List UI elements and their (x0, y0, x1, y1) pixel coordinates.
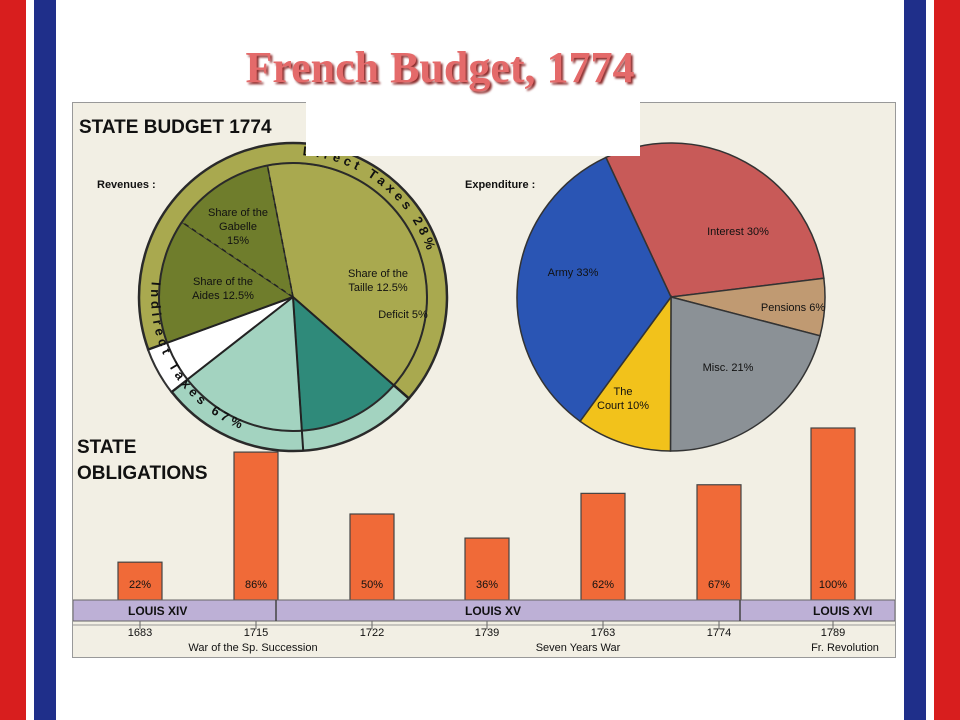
obligation-value-label: 50% (361, 579, 383, 591)
revenue-divider (181, 221, 294, 298)
revenue-inner-ring (158, 162, 428, 432)
revenue-divider (292, 296, 305, 451)
obligation-value-label: 67% (708, 579, 730, 591)
expenditure-slice-label: The Court 10% (597, 386, 649, 412)
left-white-stripe (26, 0, 34, 720)
white-mask (306, 102, 640, 156)
obligation-value-label: 22% (129, 579, 151, 591)
obligation-bar (233, 451, 279, 601)
obligation-bar (580, 492, 626, 601)
revenue-slice-label: Share of the Gabelle 15% (208, 207, 268, 247)
reign-label: LOUIS XIV (128, 604, 187, 618)
revenue-divider (171, 296, 294, 393)
revenue-slice-label: Share of the Taille 12.5% (348, 268, 408, 294)
obligation-value-label: 62% (592, 579, 614, 591)
year-label: 1774 (707, 627, 731, 639)
year-label: 1739 (475, 627, 499, 639)
revenue-slice-label: Share of the Aides 12.5% (192, 276, 254, 302)
obligation-value-label: 36% (476, 579, 498, 591)
year-label: 1763 (591, 627, 615, 639)
reign-label: LOUIS XVI (813, 604, 872, 618)
event-annotation: Seven Years War (536, 642, 621, 654)
expenditure-slice-label: Interest 30% (707, 226, 769, 238)
year-label: 1722 (360, 627, 384, 639)
obligation-bar (349, 513, 395, 601)
revenues-label: Revenues : (97, 179, 156, 191)
left-red-stripe (0, 0, 26, 720)
budget-figure: STATE BUDGET 1774 Revenues : Expenditure… (72, 102, 896, 658)
obligations-title: STATE OBLIGATIONS (77, 437, 208, 484)
revenue-divider (266, 165, 294, 298)
right-white-stripe (926, 0, 934, 720)
event-annotation: War of the Sp. Succession (188, 642, 317, 654)
expenditure-slice-label: Misc. 21% (703, 362, 754, 374)
expenditure-slice-label: Army 33% (548, 267, 599, 279)
expenditure-slice (516, 156, 672, 423)
reign-band (73, 599, 895, 622)
revenue-slice (181, 165, 293, 297)
revenue-divider (292, 296, 410, 400)
event-annotation: Fr. Revolution (811, 642, 879, 654)
expenditure-slice (578, 294, 672, 452)
expenditure-pie: Interest 30% Pensions 6% Misc. 21% The Court… (516, 142, 826, 452)
obligation-bar (810, 427, 856, 601)
obligation-bar (696, 484, 742, 601)
reign-label: LOUIS XV (465, 604, 521, 618)
revenue-slice-label: Deficit 5% (378, 309, 428, 321)
revenue-divider (147, 296, 294, 351)
obligations-bars: 22% 86% 50% 36% 62% 67% 100% LOUIS XIV LOUIS XV L… (73, 427, 895, 654)
expenditure-label: Expenditure : (465, 179, 535, 191)
year-label: 1789 (821, 627, 845, 639)
right-red-stripe (934, 0, 960, 720)
budget-title: STATE BUDGET 1774 (79, 117, 272, 138)
expenditure-slice (669, 296, 821, 452)
revenue-pie: Share of the Gabelle 15% Share of the Aides … (137, 141, 449, 453)
obligation-bar (464, 537, 510, 601)
expenditure-slice-label: Pensions 6% (761, 302, 825, 314)
slide-title: French Budget, 1774 (245, 43, 635, 92)
year-label: 1715 (244, 627, 268, 639)
obligation-value-label: 86% (245, 579, 267, 591)
left-blue-stripe (34, 0, 56, 720)
budget-chart-svg: STATE BUDGET 1774 Revenues : Expenditure… (73, 117, 895, 654)
obligation-value-label: 100% (819, 579, 847, 591)
right-blue-stripe (904, 0, 926, 720)
year-label: 1683 (128, 627, 152, 639)
